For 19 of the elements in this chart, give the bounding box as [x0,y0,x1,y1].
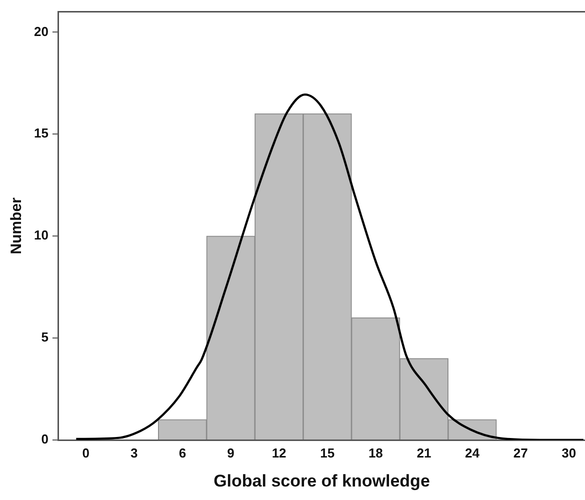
x-tick-label: 0 [82,445,90,460]
x-tick-label: 30 [562,445,576,460]
y-tick-label: 0 [41,432,48,447]
y-tick-label: 15 [34,126,48,141]
x-tick-label: 21 [416,445,432,460]
x-tick-label: 6 [178,445,186,460]
x-tick-label: 9 [227,445,234,460]
x-tick-label: 12 [272,445,286,460]
y-tick-label: 20 [34,24,48,39]
x-axis-title: Global score of knowledge [214,471,430,490]
y-tick-label: 10 [34,228,48,243]
x-tick-label: 18 [368,445,383,460]
line-series [75,93,584,440]
x-tick-label: 27 [513,445,528,460]
x-tick-label: 24 [465,445,480,460]
x-tick-label: 15 [320,445,335,460]
x-tick-label: 3 [130,445,138,460]
y-axis-title: Number [8,197,26,254]
y-tick-label: 5 [41,330,48,345]
